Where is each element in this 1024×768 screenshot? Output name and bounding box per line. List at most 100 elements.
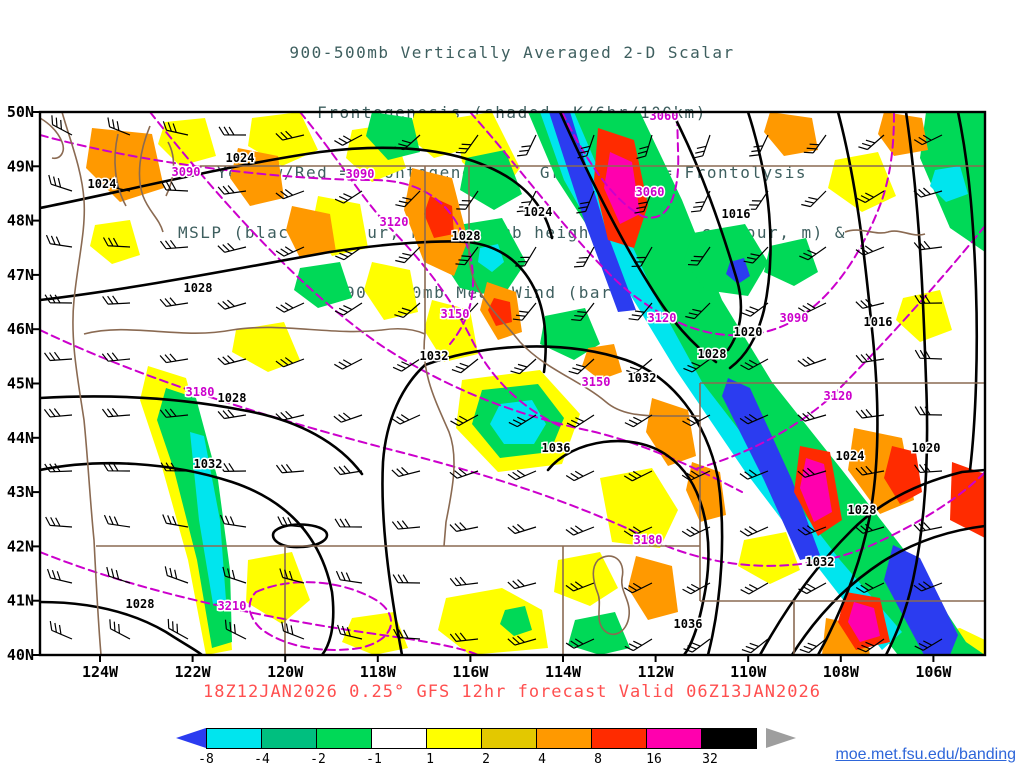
colorbar-tick-label: 32 — [702, 752, 718, 767]
wind-barb — [45, 174, 76, 192]
colorbar-tick-label: 8 — [594, 752, 602, 767]
mslp-contour-layer-shape — [558, 112, 718, 364]
height-contour-layer-shape — [149, 112, 743, 493]
mslp-contour-label: 1032 — [194, 457, 223, 471]
mslp-contour-label: 1028 — [848, 503, 877, 517]
wind-barb — [101, 406, 131, 418]
shade-yellow-shape — [364, 262, 418, 320]
mslp-contour-label: 1024 — [524, 205, 553, 219]
wind-barb — [159, 238, 189, 250]
wind-barb — [43, 350, 73, 362]
wind-barb — [334, 518, 363, 528]
colorbar-segment — [701, 728, 757, 749]
wind-barb — [275, 295, 305, 315]
shade-red-shape — [950, 462, 985, 538]
shade-blue-shape — [884, 545, 958, 655]
wind-barb — [217, 238, 247, 255]
lat-label: 50N — [7, 103, 34, 121]
wind-barb — [392, 351, 421, 375]
height-contour-layer-shape — [40, 329, 985, 567]
shade-blue-shape — [549, 112, 636, 312]
wind-barb — [160, 180, 190, 192]
colorbar-tick-label: 4 — [538, 752, 546, 767]
mslp-contour-label: 1016 — [722, 207, 751, 221]
shade-orange-shape — [86, 128, 164, 202]
shade-yellow-shape — [232, 322, 300, 372]
shade-magenta — [604, 152, 880, 642]
wind-barb — [275, 462, 305, 474]
state-border-layer-shape — [40, 117, 65, 160]
colorbar-tick-label: 2 — [482, 752, 490, 767]
wind-barb — [105, 618, 135, 640]
wind-barb — [741, 632, 769, 655]
shade-orange-shape — [628, 556, 678, 620]
lon-label: 124W — [82, 663, 119, 681]
mslp-contour-layer-shape — [271, 523, 329, 549]
mslp-contour-layer — [40, 112, 985, 655]
shade-cyan-shape — [190, 432, 226, 604]
mslp-label-layer: 1024 1024 1028 1028 1032 1028 1028 1024 1032 1036… — [86, 150, 942, 633]
wind-barb — [913, 462, 943, 474]
wind-barb — [797, 350, 827, 369]
height-contour-layer — [40, 112, 985, 655]
lon-label: 110W — [730, 663, 767, 681]
mslp-contour-label: 1020 — [912, 441, 941, 455]
wind-barb — [333, 351, 363, 373]
height-contour-label: 3120 — [380, 215, 409, 229]
lon-label: 118W — [360, 663, 397, 681]
wind-barb — [855, 238, 885, 258]
wind-barb — [163, 618, 193, 640]
height-contour-label: 3060 — [636, 185, 665, 199]
shade-red-shape — [488, 298, 512, 326]
lat-label: 42N — [7, 537, 34, 555]
height-contour-label: 3120 — [824, 389, 853, 403]
colorbar-segment — [316, 728, 372, 749]
mslp-contour-label: 1032 — [806, 555, 835, 569]
height-contour-label: 3150 — [441, 307, 470, 321]
mslp-contour-label: 1028 — [452, 229, 481, 243]
mslp-contour-layer-shape — [381, 363, 427, 655]
shade-orange-shape — [582, 344, 622, 380]
wind-barb — [47, 114, 77, 136]
mslp-contour-layer-shape — [790, 524, 985, 655]
height-contour-label: 3090 — [346, 167, 375, 181]
mslp-contour-label: 1024 — [88, 177, 117, 191]
colorbar-tick-label: -1 — [366, 752, 382, 767]
state-border-layer-shape — [699, 382, 985, 602]
colorbar-segment — [591, 728, 647, 749]
shade-green-shape — [764, 238, 818, 286]
wind-barb — [516, 130, 537, 160]
colorbar-underflow-arrow — [176, 728, 206, 748]
colorbar-overflow-arrow — [766, 728, 796, 748]
wind-barb — [624, 631, 653, 654]
wind-barb — [45, 568, 75, 584]
mslp-contour-label: 1028 — [698, 347, 727, 361]
height-contour-layer-shape — [299, 112, 561, 427]
wind-barb — [693, 131, 711, 162]
state-border-layer-shape — [165, 141, 175, 197]
wind-barb — [394, 240, 421, 267]
shade-yellow-shape — [438, 588, 548, 655]
shade-yellow-shape — [248, 112, 318, 166]
wind-barb — [44, 234, 74, 248]
state-border-layer-shape — [423, 333, 455, 547]
longitude-axis: 124W 122W 120W 118W 116W 114W 112W 110W 108W 106W — [82, 655, 952, 681]
colorbar-segment — [206, 728, 262, 749]
lon-label: 114W — [545, 663, 582, 681]
colorbar: -8 -4 -2 -1 1 2 4 8 16 32 — [176, 728, 796, 768]
lon-label: 106W — [915, 663, 952, 681]
mslp-contour-layer-shape — [40, 240, 547, 374]
mslp-contour-label: 1036 — [674, 617, 703, 631]
wind-barb — [333, 406, 363, 425]
height-contour-layer-shape — [691, 225, 985, 471]
footer-link[interactable]: moe.met.fsu.edu/banding — [835, 746, 1016, 763]
wind-barb — [217, 294, 247, 312]
mslp-contour-label: 1032 — [628, 371, 657, 385]
shade-cyan-shape — [930, 166, 968, 202]
lat-label: 43N — [7, 483, 34, 501]
shade-orange-shape — [286, 206, 336, 258]
height-contour-label: 3090 — [780, 311, 809, 325]
height-contour-layer-shape — [561, 112, 680, 219]
lon-label: 116W — [452, 663, 489, 681]
